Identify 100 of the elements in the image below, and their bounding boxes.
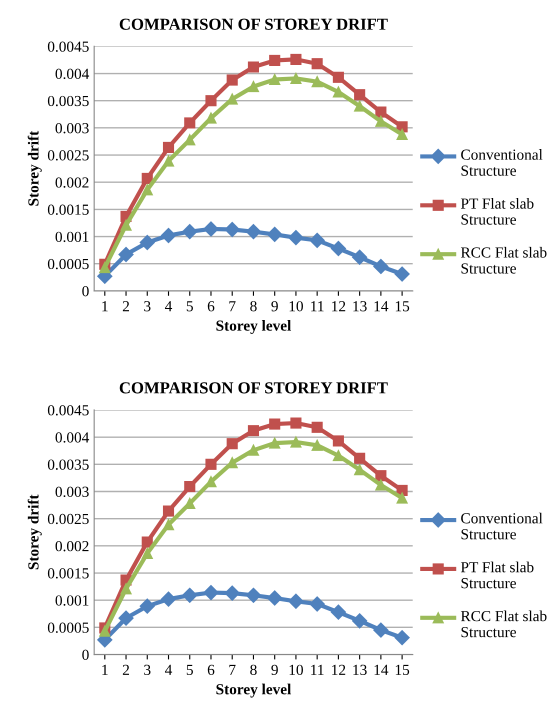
- point: [182, 588, 198, 603]
- x-axis-title: Storey level: [216, 320, 292, 334]
- y-tick-label: 0.0045: [48, 405, 89, 416]
- y-tick-label: 0.002: [56, 540, 88, 552]
- x-tick-label: 7: [229, 664, 236, 675]
- x-tick-label: 11: [311, 301, 324, 312]
- y-tick-label: 0.003: [56, 123, 89, 134]
- x-tick-label: 14: [374, 301, 388, 312]
- point: [248, 444, 260, 456]
- point: [162, 155, 174, 167]
- x-tick-label: 12: [332, 301, 346, 312]
- point: [312, 440, 323, 451]
- point: [288, 230, 304, 246]
- point: [224, 222, 240, 238]
- y-tick-label: 0.0005: [48, 258, 89, 270]
- point: [330, 604, 346, 620]
- legend-label: Conventional Structure: [461, 149, 543, 176]
- point: [120, 220, 132, 231]
- point: [205, 458, 217, 470]
- point: [354, 89, 366, 100]
- y-axis-title: Storey drift: [28, 494, 42, 570]
- x-tick-label: 13: [353, 664, 367, 676]
- y-tick-label: 0.001: [56, 232, 88, 242]
- x-tick-label: 9: [271, 664, 278, 676]
- y-tick-label: 0: [82, 650, 89, 660]
- point: [248, 81, 260, 92]
- y-tick-label: 0: [82, 286, 89, 296]
- point: [162, 142, 174, 153]
- y-tick-label: 0.0015: [48, 204, 89, 215]
- y-tick-label: 0.0015: [48, 568, 89, 579]
- point: [184, 117, 196, 129]
- point: [330, 240, 346, 256]
- x-axis-title: Storey level: [216, 684, 292, 698]
- point: [162, 519, 174, 530]
- point: [160, 592, 176, 607]
- point: [354, 452, 366, 464]
- point: [267, 226, 282, 242]
- point: [312, 58, 323, 70]
- point: [375, 479, 386, 491]
- x-tick-label: 4: [164, 301, 172, 312]
- point: [394, 266, 410, 282]
- y-tick-label: 0.001: [56, 595, 88, 606]
- point: [375, 106, 386, 118]
- point: [205, 95, 217, 106]
- point: [182, 224, 198, 240]
- x-tick-label: 2: [122, 301, 130, 312]
- point: [99, 262, 110, 274]
- legend-label: PT Flat slab Structure: [460, 198, 534, 225]
- point: [354, 100, 366, 112]
- point: [290, 417, 302, 429]
- x-tick-label: 6: [208, 664, 214, 676]
- x-tick-label: 5: [186, 301, 193, 312]
- x-tick-label: 8: [250, 301, 257, 312]
- x-tick-label: 6: [208, 301, 214, 312]
- point: [394, 630, 410, 646]
- point: [310, 232, 325, 248]
- point: [248, 425, 260, 436]
- y-tick-label: 0.0035: [48, 96, 89, 106]
- x-tick-label: 3: [144, 664, 150, 676]
- point: [375, 116, 386, 127]
- chart-title: COMPARISON OF STOREY DRIFT: [120, 382, 388, 394]
- y-tick-label: 0.0035: [48, 459, 89, 470]
- point: [373, 258, 388, 274]
- point: [396, 492, 408, 504]
- x-tick-label: 4: [164, 664, 172, 675]
- legend-label: Conventional Structure: [461, 512, 543, 540]
- x-tick-label: 2: [122, 664, 130, 675]
- point: [269, 438, 280, 449]
- point: [354, 464, 366, 476]
- point: [373, 622, 388, 638]
- point: [312, 76, 323, 88]
- y-tick-label: 0.002: [56, 177, 88, 188]
- point: [224, 586, 240, 601]
- y-tick-label: 0.0025: [48, 514, 89, 524]
- point: [248, 61, 260, 73]
- point: [269, 418, 280, 430]
- point: [267, 590, 282, 606]
- point: [118, 246, 134, 262]
- x-tick-label: 7: [229, 301, 236, 312]
- point: [332, 72, 344, 83]
- point: [290, 436, 302, 448]
- point: [332, 450, 344, 462]
- x-tick-label: 13: [353, 301, 367, 312]
- point: [162, 506, 174, 517]
- point: [140, 598, 155, 614]
- point: [290, 54, 302, 65]
- y-tick-label: 0.0045: [48, 41, 89, 52]
- legend-label: PT Flat slab Structure: [460, 562, 534, 588]
- point: [203, 585, 219, 600]
- point: [352, 250, 368, 265]
- point: [184, 481, 196, 492]
- point: [142, 172, 153, 184]
- legend-label: RCC Flat slab Structure: [460, 610, 547, 638]
- point: [312, 422, 323, 433]
- chart-title: COMPARISON OF STOREY DRIFT: [120, 18, 388, 30]
- legend-label: RCC Flat slab Structure: [460, 246, 547, 274]
- x-tick-label: 11: [311, 664, 324, 675]
- y-tick-label: 0.004: [56, 68, 90, 80]
- x-tick-label: 14: [374, 664, 388, 675]
- x-tick-label: 15: [396, 664, 410, 676]
